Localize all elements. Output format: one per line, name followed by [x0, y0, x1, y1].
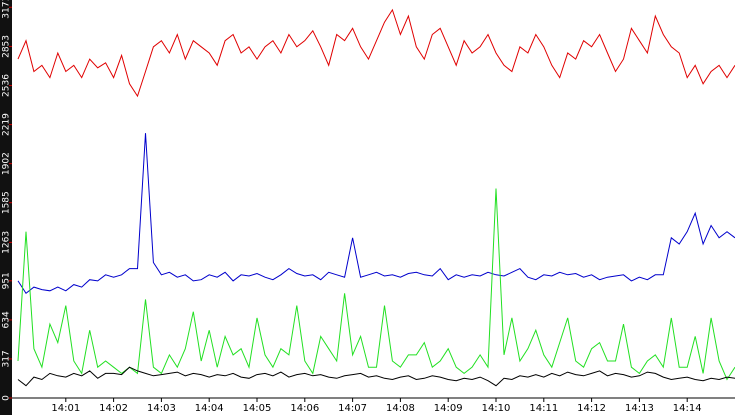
- x-tick-label: 14:10: [482, 403, 511, 414]
- x-tick-label: 14:06: [290, 403, 319, 414]
- x-tick-label: 14:08: [386, 403, 415, 414]
- series-line: [17, 366, 735, 387]
- x-tick-label: 14:07: [338, 403, 367, 414]
- x-tick-label: 14:13: [625, 403, 654, 414]
- y-tick-label: 3171: [2, 0, 12, 19]
- x-tick-label: 14:05: [243, 403, 272, 414]
- series-line: [17, 188, 735, 381]
- x-tick-label: 14:11: [529, 403, 558, 414]
- series-line: [17, 8, 735, 98]
- y-axis-strip: [0, 0, 12, 415]
- y-tick-label: 2536: [2, 74, 12, 97]
- y-tick-label: 1263: [2, 231, 12, 254]
- y-tick-label: 634: [2, 311, 12, 328]
- y-tick-label: 2853: [2, 35, 12, 58]
- x-tick-label: 14:01: [51, 403, 80, 414]
- y-tick-label: 2219: [2, 113, 12, 136]
- y-tick-label: 317: [2, 350, 12, 367]
- x-tick-label: 14:04: [195, 403, 224, 414]
- y-tick-label: 0: [2, 395, 12, 401]
- y-tick-label: 1585: [2, 191, 12, 214]
- series-line: [17, 133, 735, 295]
- x-tick-label: 14:09: [434, 403, 463, 414]
- x-tick-label: 14:12: [577, 403, 606, 414]
- x-tick-label: 14:14: [673, 403, 702, 414]
- y-tick-label: 1902: [2, 152, 12, 175]
- y-tick-label: 951: [2, 272, 12, 289]
- x-tick-label: 14:02: [99, 403, 128, 414]
- x-tick-label: 14:03: [147, 403, 176, 414]
